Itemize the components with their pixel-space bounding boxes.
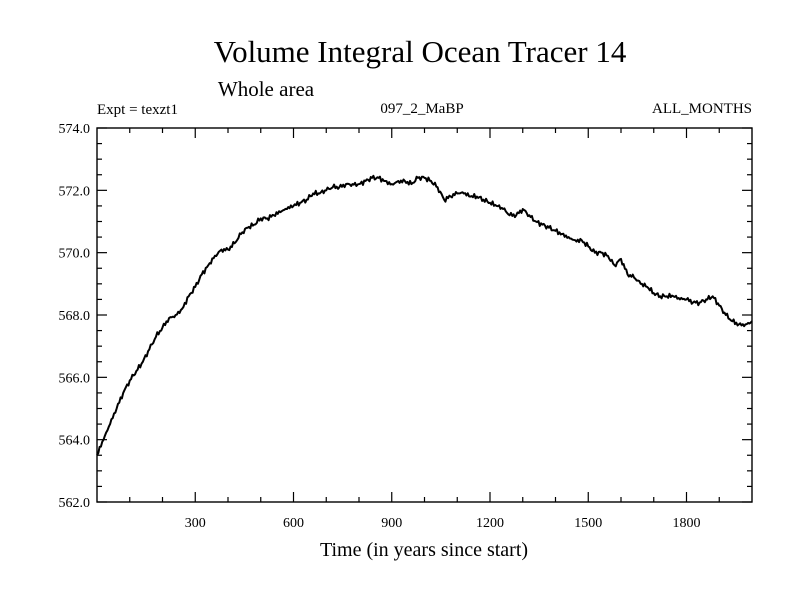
chart-subtitle: Whole area [218, 77, 315, 101]
x-axis-label: Time (in years since start) [320, 539, 528, 561]
y-tick-label: 570.0 [59, 247, 91, 262]
x-tick-label: 1500 [574, 516, 602, 531]
y-tick-label: 564.0 [59, 434, 91, 449]
x-tick-label: 1200 [476, 516, 504, 531]
x-axis-tick-labels: 300 600 900 1200 1500 1800 [185, 516, 701, 531]
plot-frame [96, 127, 753, 503]
chart-title: Volume Integral Ocean Tracer 14 [214, 34, 627, 69]
y-tick-label: 562.0 [59, 496, 91, 511]
y-tick-label: 568.0 [59, 309, 91, 324]
months-label: ALL_MONTHS [652, 101, 752, 117]
y-axis-tick-labels: 562.0 564.0 566.0 568.0 570.0 572.0 574.0 [59, 122, 91, 511]
experiment-label: Expt = texzt1 [97, 102, 178, 118]
y-tick-label: 572.0 [59, 184, 91, 199]
x-tick-label: 300 [185, 516, 206, 531]
series-line [96, 174, 753, 456]
x-tick-label: 600 [283, 516, 304, 531]
x-tick-label: 1800 [673, 516, 701, 531]
axis-ticks [97, 127, 752, 503]
y-tick-label: 566.0 [59, 371, 91, 386]
x-tick-label: 900 [381, 516, 402, 531]
y-tick-label: 574.0 [59, 122, 91, 137]
period-label: 097_2_MaBP [380, 101, 463, 117]
